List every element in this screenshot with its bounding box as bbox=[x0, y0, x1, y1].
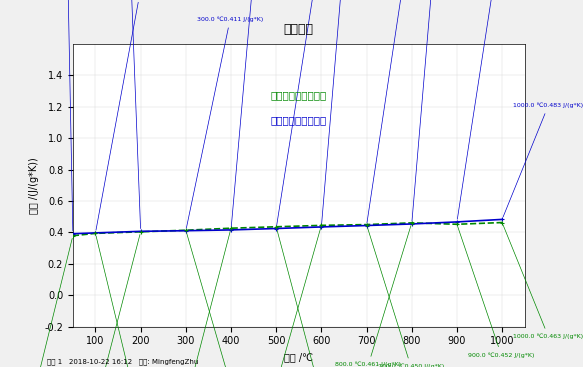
Text: 100.0 ℃0.397 J/(g*K): 100.0 ℃0.397 J/(g*K) bbox=[96, 0, 173, 230]
Text: 1000.0 ℃0.463 J/(g*K): 1000.0 ℃0.463 J/(g*K) bbox=[503, 225, 583, 339]
Point bbox=[136, 228, 145, 234]
Point bbox=[272, 226, 281, 232]
Point bbox=[181, 227, 191, 233]
Text: 900.0 ℃0.467 J/(g*K): 900.0 ℃0.467 J/(g*K) bbox=[457, 0, 535, 219]
Point bbox=[407, 220, 416, 226]
Text: 700.0 ℃0.444 J/(g*K): 700.0 ℃0.444 J/(g*K) bbox=[367, 0, 444, 223]
Point bbox=[226, 227, 236, 233]
Text: 纯铜比热: 纯铜比热 bbox=[284, 22, 314, 36]
Text: 测批 1   2018-10-22 16:12   用户: MingfengZhu: 测批 1 2018-10-22 16:12 用户: MingfengZhu bbox=[47, 359, 198, 365]
Text: 50.0 ℃0.379 J/(g*K): 50.0 ℃0.379 J/(g*K) bbox=[0, 239, 72, 367]
Point bbox=[362, 222, 371, 228]
Point bbox=[497, 217, 507, 222]
Text: 绿色曲线为测试曲线: 绿色曲线为测试曲线 bbox=[271, 90, 327, 100]
Point bbox=[407, 221, 416, 227]
Point bbox=[226, 225, 236, 231]
Y-axis label: 比热 /(J/(g*K)): 比热 /(J/(g*K)) bbox=[29, 157, 38, 214]
Text: 蓝色曲线为标准曲线: 蓝色曲线为标准曲线 bbox=[271, 115, 327, 126]
Text: 500.0 ℃0.436 J/(g*K): 500.0 ℃0.436 J/(g*K) bbox=[277, 229, 353, 367]
Point bbox=[452, 221, 462, 227]
Text: 200.0 ℃0.407 J/(g*K): 200.0 ℃0.407 J/(g*K) bbox=[96, 0, 163, 229]
Text: 300.0 ℃0.411 J/(g*K): 300.0 ℃0.411 J/(g*K) bbox=[187, 17, 263, 228]
Point bbox=[181, 228, 191, 234]
Text: 800.0 ℃0.461 J/(g*K): 800.0 ℃0.461 J/(g*K) bbox=[335, 225, 411, 367]
Text: 200.0 ℃0.404 J/(g*K): 200.0 ℃0.404 J/(g*K) bbox=[64, 235, 140, 367]
Text: 700.0 ℃0.450 J/(g*K): 700.0 ℃0.450 J/(g*K) bbox=[367, 227, 444, 367]
Text: 500.0 ℃0.425 J/(g*K): 500.0 ℃0.425 J/(g*K) bbox=[276, 0, 353, 226]
Point bbox=[497, 219, 507, 225]
Text: 400.0 ℃0.427 J/(g*K): 400.0 ℃0.427 J/(g*K) bbox=[154, 231, 230, 367]
Text: 400.0 ℃0.416 J/(g*K): 400.0 ℃0.416 J/(g*K) bbox=[231, 0, 308, 227]
Point bbox=[272, 224, 281, 230]
Text: 1000.0 ℃0.483 J/(g*K): 1000.0 ℃0.483 J/(g*K) bbox=[503, 103, 583, 217]
Point bbox=[68, 233, 78, 239]
Point bbox=[136, 229, 145, 235]
Text: 300.0 ℃0.414 J/(g*K): 300.0 ℃0.414 J/(g*K) bbox=[187, 233, 264, 367]
X-axis label: 温度 /℃: 温度 /℃ bbox=[285, 352, 313, 362]
Text: 600.0 ℃0.445 J/(g*K): 600.0 ℃0.445 J/(g*K) bbox=[245, 228, 321, 367]
Point bbox=[317, 222, 326, 228]
Text: 900.0 ℃0.452 J/(g*K): 900.0 ℃0.452 J/(g*K) bbox=[458, 227, 535, 357]
Point bbox=[317, 224, 326, 230]
Point bbox=[91, 230, 100, 236]
Point bbox=[362, 223, 371, 229]
Text: 800.0 ℃0.454 J/(g*K): 800.0 ℃0.454 J/(g*K) bbox=[412, 0, 489, 221]
Point bbox=[452, 219, 462, 225]
Text: 50.0 ℃0.392 J/(g*K): 50.0 ℃0.392 J/(g*K) bbox=[34, 0, 96, 231]
Text: 600.0 ℃0.435 J/(g*K): 600.0 ℃0.435 J/(g*K) bbox=[322, 0, 399, 224]
Point bbox=[68, 231, 78, 237]
Point bbox=[91, 230, 100, 236]
Text: 100.0 ℃0.394 J/(g*K): 100.0 ℃0.394 J/(g*K) bbox=[96, 236, 173, 367]
